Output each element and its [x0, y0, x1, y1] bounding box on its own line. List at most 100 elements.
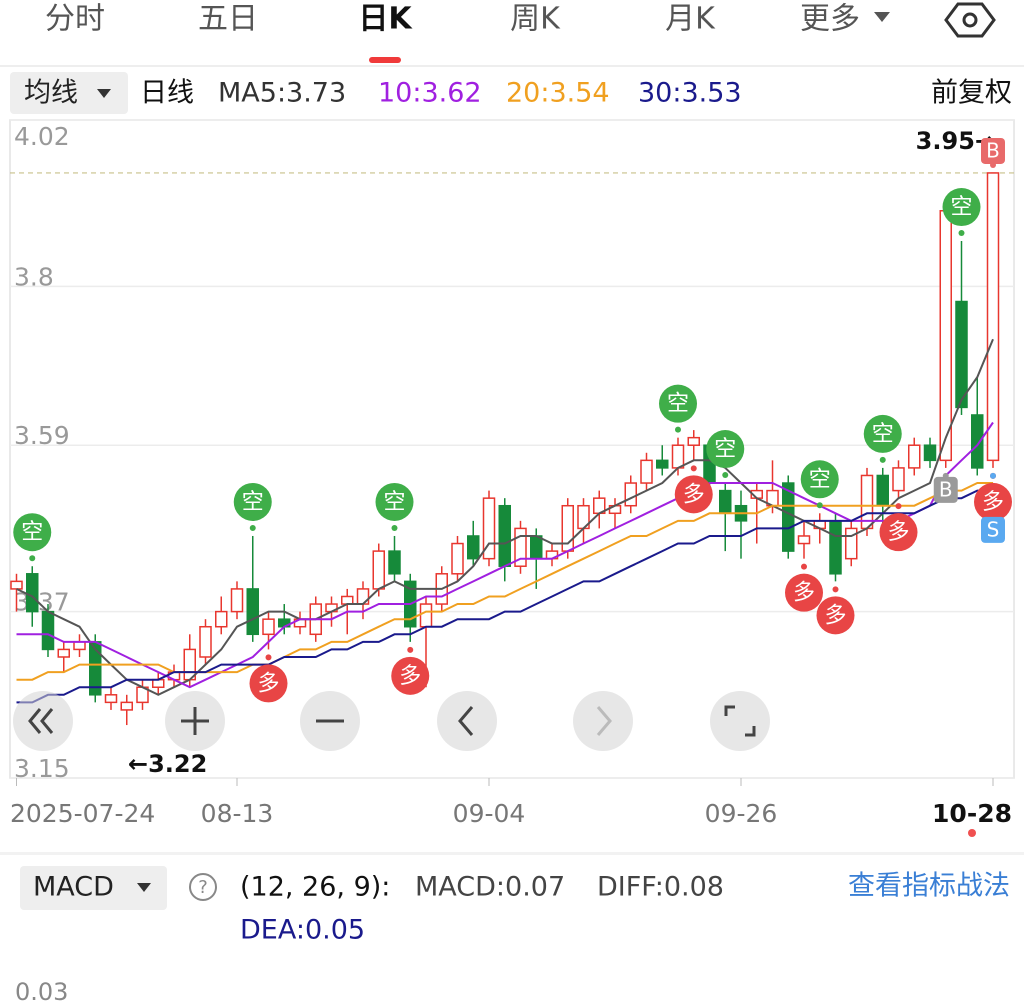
- signal-label: B: [939, 477, 953, 501]
- signal-label: 空: [950, 195, 972, 220]
- next-button[interactable]: [573, 691, 633, 751]
- candle-body: [57, 648, 70, 658]
- ma-line: [16, 489, 993, 704]
- signal-label: 空: [809, 467, 831, 492]
- settings-icon[interactable]: [944, 2, 996, 38]
- candle-body: [845, 527, 858, 560]
- signal-badge: [981, 137, 1005, 164]
- signal-badge: [785, 573, 823, 612]
- candle-body: [230, 588, 244, 613]
- candle-body: [640, 459, 653, 484]
- more-arrow[interactable]: [874, 12, 890, 22]
- macd-axis-label: 0.03: [15, 978, 68, 1003]
- candle-body: [388, 550, 401, 575]
- tab-indicator: [369, 57, 401, 63]
- candle-body: [152, 678, 165, 688]
- signal-badge: [816, 596, 855, 635]
- signal-badge: [391, 656, 430, 695]
- signal-dot: [29, 555, 36, 562]
- candle-body: [876, 474, 889, 507]
- ma-legend-item: 30:3.53: [638, 78, 742, 109]
- candle-body: [467, 535, 480, 560]
- signal-badge: [942, 188, 981, 227]
- signal-badge: [879, 513, 918, 552]
- tab[interactable]: 五日: [198, 2, 258, 37]
- x-tick-label: 08-13: [201, 799, 274, 828]
- signal-badge: [233, 482, 272, 521]
- help-text[interactable]: ?: [198, 877, 208, 898]
- signal-label: 多: [683, 482, 705, 507]
- y-tick-label: 3.59: [14, 421, 70, 450]
- tab[interactable]: 更多: [800, 2, 860, 37]
- candle-body: [199, 625, 212, 658]
- signal-label: 空: [383, 490, 405, 515]
- candle-body: [624, 482, 637, 507]
- tab[interactable]: 分时: [45, 2, 105, 37]
- help-icon[interactable]: [189, 873, 217, 901]
- dea-value: DEA:0.05: [240, 915, 365, 946]
- signal-label: 多: [982, 490, 1004, 515]
- ma-legend-item: 10:3.62: [378, 78, 482, 109]
- y-tick-label: 4.02: [14, 122, 70, 151]
- tab[interactable]: 日K: [358, 2, 413, 37]
- candle-body: [514, 527, 527, 567]
- signal-label: 多: [399, 664, 421, 689]
- tab[interactable]: 周K: [510, 2, 561, 37]
- signal-badge: [974, 482, 1012, 521]
- candle-body: [120, 701, 133, 711]
- signal-label: 空: [714, 437, 736, 462]
- candle-body: [246, 588, 259, 636]
- candle-body: [671, 444, 685, 469]
- min-label: ←3.22: [128, 750, 207, 778]
- candle-body: [482, 497, 496, 560]
- macd-menu-label[interactable]: MACD: [33, 872, 114, 903]
- candle-body: [782, 482, 795, 552]
- signal-dot: [690, 465, 697, 472]
- candle-body: [971, 414, 984, 469]
- x-tick-label: 10-28: [932, 799, 1012, 828]
- candle-body: [829, 520, 842, 575]
- strategy-link[interactable]: 查看指标战法: [848, 871, 1010, 902]
- indicator-menu[interactable]: [10, 72, 128, 114]
- candle-body: [797, 535, 811, 545]
- candle-body: [986, 172, 1000, 462]
- tab[interactable]: 月K: [665, 2, 716, 37]
- ma-legend-item: 20:3.54: [506, 78, 610, 109]
- candle-body: [41, 610, 55, 651]
- candle-body: [10, 580, 23, 590]
- candle-body: [215, 610, 228, 628]
- signal-dot: [391, 524, 398, 531]
- signal-badge: [375, 482, 414, 521]
- signal-badge: [933, 476, 958, 503]
- candle-body: [687, 436, 700, 446]
- signal-dot: [675, 426, 681, 433]
- candle-body: [656, 459, 669, 469]
- adjust-label[interactable]: 前复权: [931, 78, 1012, 109]
- fullscreen-button[interactable]: [710, 691, 770, 751]
- section-divider: [0, 852, 1024, 855]
- candle-body: [719, 489, 732, 515]
- ma-legend-item: MA5:3.73: [218, 78, 346, 109]
- macd-value: MACD:0.07: [415, 872, 565, 903]
- signal-dot: [801, 563, 807, 570]
- signal-dot: [407, 646, 414, 653]
- signal-badge: [706, 430, 745, 469]
- signal-badge: [249, 664, 288, 703]
- signal-badge: [863, 414, 902, 453]
- signal-badge: [13, 513, 52, 552]
- macd-params: (12, 26, 9):: [240, 872, 390, 903]
- indicator-menu-label[interactable]: 均线: [24, 78, 78, 109]
- signal-label: 多: [257, 671, 279, 696]
- signal-label: 多: [887, 520, 909, 545]
- macd-menu[interactable]: [20, 866, 167, 910]
- x-tick-label: 09-26: [705, 799, 778, 828]
- signal-dot: [879, 456, 886, 463]
- candle-body: [939, 210, 952, 462]
- candle-body: [372, 550, 385, 590]
- signal-label: 空: [667, 392, 689, 417]
- signal-label: 多: [793, 581, 815, 606]
- prev-button[interactable]: [437, 691, 497, 751]
- current-marker: [968, 829, 976, 837]
